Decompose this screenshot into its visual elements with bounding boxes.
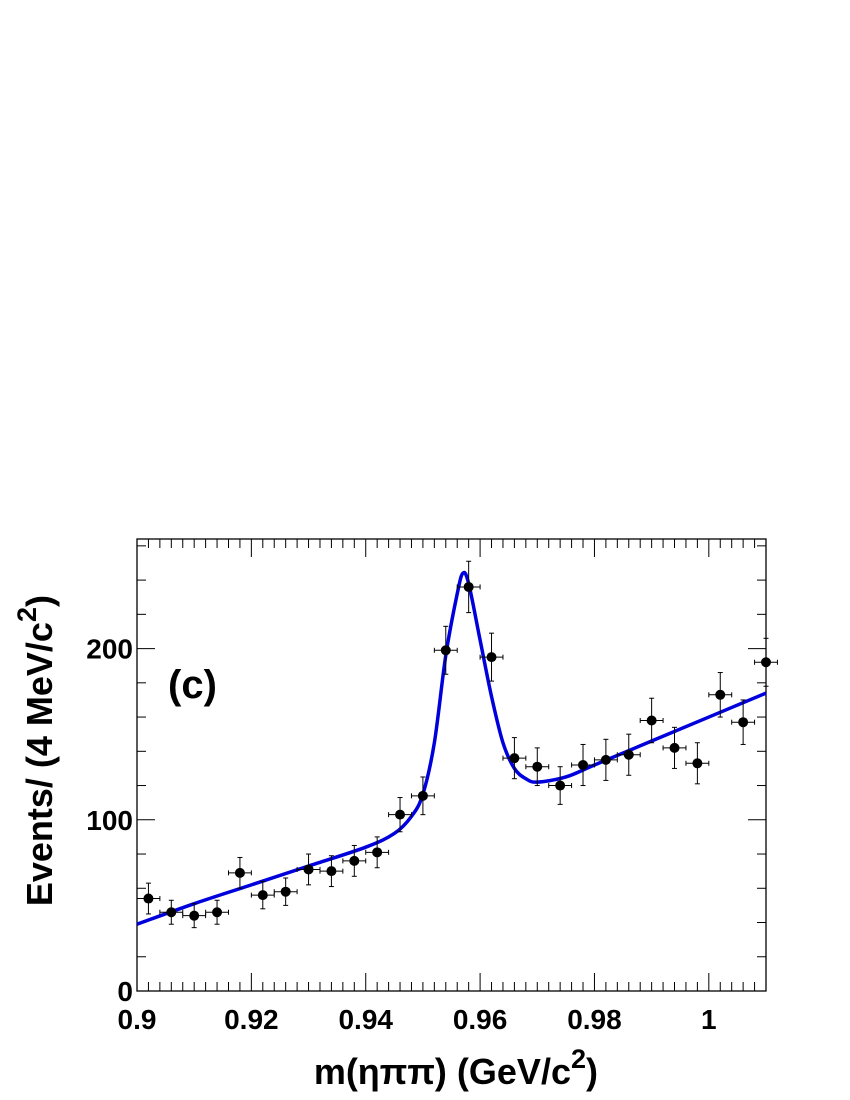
x-axis-title-superscript: 2 [571,1044,586,1074]
x-tick-label: 0.98 [567,1004,622,1035]
data-point [616,733,641,776]
data-marker [303,864,314,875]
y-axis-title: Events/ (4 MeV/c2) [12,595,60,906]
y-tick-label: 200 [86,634,133,665]
data-marker [143,893,154,904]
data-marker [395,809,406,820]
data-point [227,856,252,889]
data-marker [600,754,611,765]
data-point [319,855,344,888]
y-tick-label: 100 [86,805,133,836]
y-tick-label: 0 [117,976,133,1007]
data-point [548,766,573,805]
data-marker [761,657,771,668]
data-point [342,844,367,877]
fit-curve-layer [136,570,767,926]
x-tick-label: 0.9 [118,1004,157,1035]
data-marker [463,581,474,592]
data-point [159,899,184,925]
data-point [708,672,733,718]
data-marker [440,645,451,656]
data-marker [372,847,383,858]
data-marker [623,749,634,760]
data-marker [646,715,657,726]
data-marker [257,890,268,901]
data-marker [349,855,360,866]
data-marker [509,753,520,764]
data-marker [234,867,245,878]
panel-label: (c) [168,663,217,707]
y-axis-title-end: ) [19,595,60,607]
data-point [182,903,207,929]
data-point [365,836,390,869]
data-marker [532,761,543,772]
data-marker [738,717,749,728]
x-tick-label: 0.92 [224,1004,279,1035]
data-marker [486,652,497,663]
data-point [479,632,504,682]
data-point [525,747,550,787]
data-marker [692,758,703,769]
x-axis-title: m(ηππ) (GeV/c2) [314,1044,598,1092]
data-marker [715,689,726,700]
x-tick-label: 0.94 [338,1004,393,1035]
data-marker [417,790,428,801]
data-point [296,853,321,886]
data-point [388,797,412,833]
tick-labels: 0.9 0.92 0.94 0.96 0.98 1 0 100 200 [86,634,716,1035]
data-marker [189,910,200,921]
data-point [685,742,710,785]
data-marker [578,760,589,770]
data-points-layer [136,560,778,929]
axes [136,538,767,992]
data-marker [555,780,566,791]
plot-frame [136,538,767,992]
fit-curve [136,570,767,926]
y-axis-title-main: Events/ (4 MeV/c [19,622,60,906]
data-point [502,737,527,780]
data-point [433,625,458,675]
data-point [410,776,435,816]
data-marker [326,866,337,877]
data-point [593,738,618,781]
data-marker [669,742,680,753]
data-marker [212,907,223,918]
data-marker [280,886,291,897]
x-axis-title-main: m(ηππ) (GeV/c [314,1051,571,1092]
data-point [205,899,229,925]
x-tick-label: 1 [701,1004,717,1035]
y-axis-title-superscript: 2 [12,607,42,622]
data-point [754,637,778,687]
data-point [731,699,756,745]
data-point [456,560,481,614]
x-tick-label: 0.96 [453,1004,508,1035]
data-point [136,882,161,915]
data-point [571,743,595,787]
data-point [273,877,298,906]
data-marker [166,907,177,918]
x-axis-title-end: ) [586,1051,598,1092]
data-point [662,726,687,769]
data-point [639,697,664,744]
